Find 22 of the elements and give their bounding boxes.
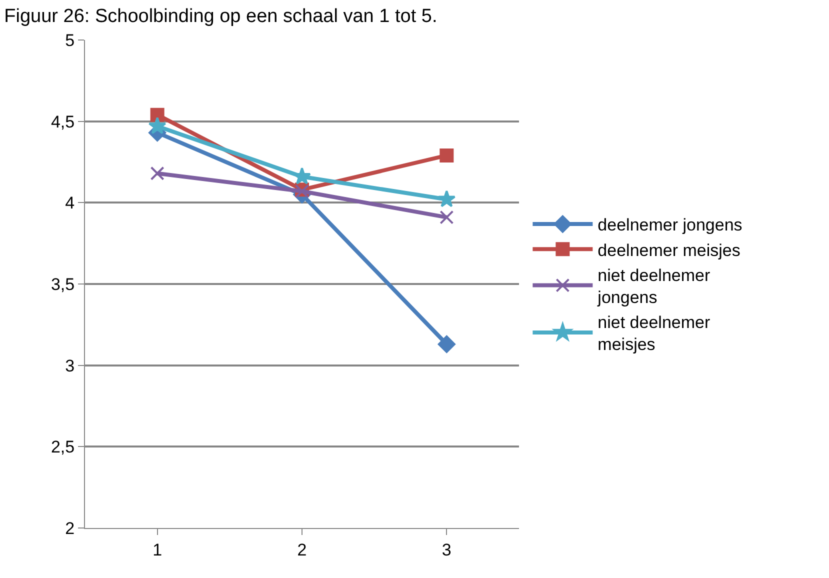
x-tick-label: 1 (152, 540, 162, 560)
chart-title: Figuur 26: Schoolbinding op een schaal van 1 tot 5. (4, 6, 438, 27)
point (148, 116, 166, 134)
y-tick-label: 2 (65, 518, 75, 538)
y-tick-label: 5 (65, 30, 75, 50)
y-tick-label: 4,5 (50, 112, 75, 132)
y-tick-label: 2,5 (50, 438, 75, 457)
point (438, 190, 456, 208)
point (440, 148, 454, 162)
point (150, 108, 164, 122)
x-tick-label: 2 (297, 540, 307, 560)
legend-label: deelnemer meisjes (598, 240, 740, 260)
point (150, 166, 164, 180)
point (293, 167, 311, 184)
x-tick-label: 3 (442, 540, 452, 560)
y-tick-label: 3 (65, 356, 75, 376)
y-tick-label: 4 (65, 194, 75, 213)
y-tick-label: 3,5 (50, 274, 75, 294)
legend-label: niet deelnemer meisjes (598, 313, 710, 354)
point (440, 210, 454, 224)
point (438, 335, 456, 353)
legend-label: deelnemer jongens (598, 216, 742, 235)
